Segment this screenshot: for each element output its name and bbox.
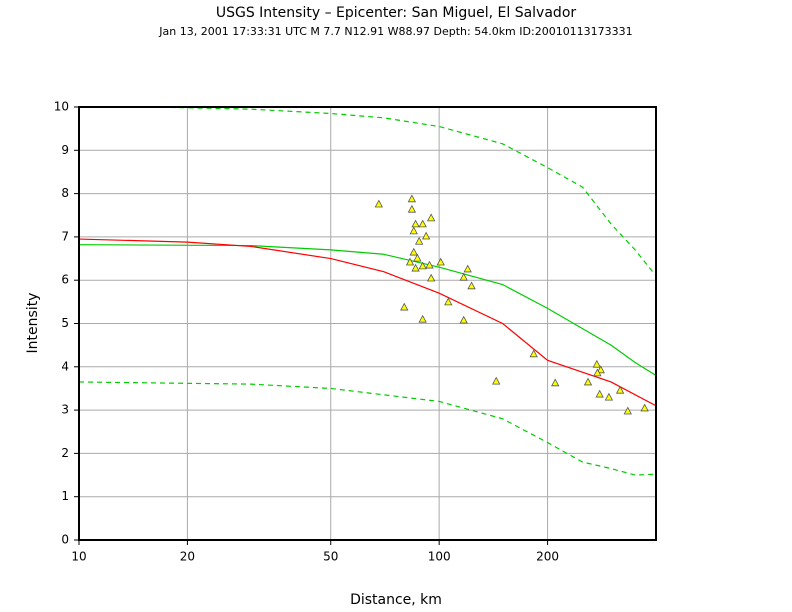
point: [418, 314, 427, 323]
point: [426, 213, 436, 222]
point: [426, 273, 436, 282]
y-tick-label: 4: [61, 359, 69, 373]
point: [463, 264, 472, 273]
point: [592, 359, 601, 368]
point: [623, 406, 632, 415]
point: [409, 247, 418, 256]
point: [551, 378, 560, 387]
point: [400, 302, 409, 311]
point: [425, 260, 434, 269]
point: [459, 272, 468, 281]
point: [407, 204, 417, 213]
chart-title: USGS Intensity – Epicenter: San Miguel, …: [216, 5, 577, 21]
y-tick-label: 7: [61, 229, 69, 243]
y-tick-label: 0: [61, 533, 69, 547]
chart-subtitle: Jan 13, 2001 17:33:31 UTC M 7.7 N12.91 W…: [158, 25, 632, 38]
point: [444, 297, 453, 306]
y-tick-label: 6: [61, 273, 69, 287]
point: [418, 261, 427, 270]
point: [407, 194, 417, 203]
point: [414, 236, 424, 245]
line: [78, 244, 657, 376]
point: [467, 281, 476, 290]
point: [596, 365, 605, 374]
point: [405, 257, 415, 266]
y-tick-label: 5: [61, 316, 69, 330]
point: [615, 385, 625, 394]
point: [640, 403, 649, 412]
point: [409, 226, 418, 235]
y-tick-label: 2: [61, 446, 69, 460]
x-tick-label: 100: [428, 550, 451, 564]
point: [529, 349, 538, 358]
point: [436, 257, 445, 266]
y-tick-label: 1: [61, 489, 69, 503]
point: [411, 263, 420, 272]
y-tick-label: 9: [61, 143, 69, 157]
point: [413, 253, 422, 262]
x-tick-label: 200: [536, 550, 559, 564]
point: [492, 376, 501, 385]
point: [421, 231, 431, 240]
y-axis-label: Intensity: [25, 293, 41, 354]
plot-frame: [78, 106, 657, 541]
x-tick-label: 20: [180, 550, 195, 564]
point: [595, 389, 604, 398]
point: [593, 368, 602, 377]
point: [418, 219, 427, 228]
line: [152, 106, 657, 277]
line: [78, 381, 657, 476]
point: [459, 315, 468, 324]
point: [604, 392, 614, 401]
line: [78, 238, 657, 407]
point: [374, 199, 384, 208]
y-tick-label: 8: [61, 186, 69, 200]
point: [583, 377, 593, 386]
x-tick-label: 10: [71, 550, 86, 564]
x-tick-label: 50: [323, 550, 338, 564]
y-tick-label: 3: [61, 403, 69, 417]
y-tick-label: 10: [54, 100, 69, 114]
x-axis-label: Distance, km: [350, 592, 442, 608]
point: [411, 219, 420, 228]
